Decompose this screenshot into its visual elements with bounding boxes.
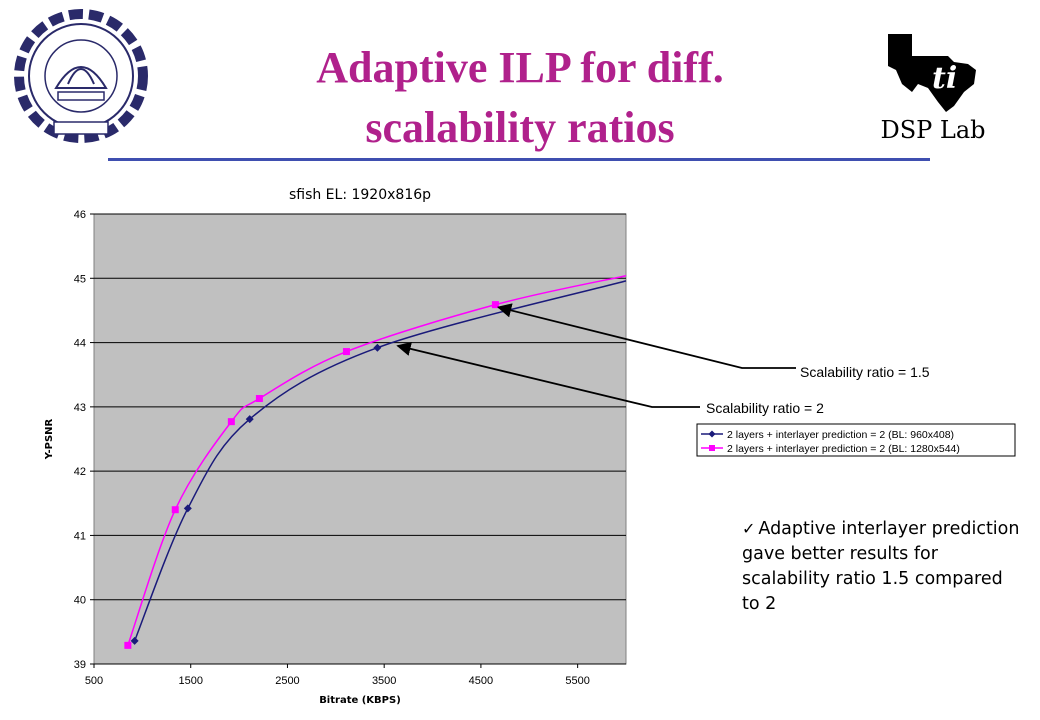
y-tick-label: 45 — [74, 273, 86, 285]
plot-area — [93, 213, 627, 665]
x-tick-label: 2500 — [275, 675, 299, 687]
x-tick-label: 5500 — [565, 675, 589, 687]
data-point-series-1 — [183, 504, 192, 513]
data-point-series-2 — [171, 506, 179, 514]
data-point-series-2 — [342, 348, 350, 356]
annotation-arrow-2 — [396, 341, 700, 408]
x-tick-label: 4500 — [469, 675, 493, 687]
x-tick-label: 3500 — [372, 675, 396, 687]
bullet-point: ✓ Adaptive interlayer prediction gave bet… — [742, 516, 1022, 617]
checkmark-icon: ✓ — [742, 519, 756, 538]
y-tick-label: 44 — [74, 338, 86, 350]
title-underline — [108, 158, 930, 161]
chart-title: sfish EL: 1920x816p — [289, 187, 431, 203]
title-line-2: scalability ratios — [365, 103, 675, 152]
data-point-series-1 — [130, 636, 139, 645]
data-point-series-1 — [245, 415, 254, 424]
legend-box — [696, 423, 1016, 457]
data-point-series-2 — [255, 395, 263, 402]
x-tick-label: 1500 — [178, 675, 202, 687]
y-tick-label: 41 — [74, 530, 86, 542]
annotation-label-1: Scalability ratio = 1.5 — [800, 364, 930, 380]
x-tick-label: 500 — [85, 675, 103, 687]
y-tick-label: 42 — [74, 466, 86, 478]
dsp-lab-label: DSP Lab — [880, 116, 986, 144]
y-tick-label: 46 — [74, 209, 86, 221]
x-axis-label: Bitrate (KBPS) — [319, 695, 401, 706]
data-point-series-2 — [124, 641, 132, 649]
institute-logo — [14, 9, 148, 143]
legend-marker-1 — [708, 430, 716, 438]
y-axis-label: Y-PSNR — [44, 418, 55, 460]
data-point-series-2 — [491, 301, 499, 309]
bullet-text: Adaptive interlayer prediction gave bett… — [742, 519, 1020, 614]
svg-text:ti: ti — [932, 61, 957, 96]
title-line-1: Adaptive ILP for diff. — [316, 43, 724, 92]
legend-marker-2 — [709, 445, 715, 451]
data-point-series-1 — [373, 343, 382, 352]
slide-title: Adaptive ILP for diff. scalability ratio… — [190, 38, 850, 158]
annotation-arrow-1 — [496, 303, 796, 369]
data-point-series-2 — [227, 418, 235, 426]
y-tick-label: 39 — [74, 659, 86, 671]
annotation-label-2: Scalability ratio = 2 — [706, 400, 824, 416]
ti-logo: ti — [888, 34, 976, 112]
y-tick-label: 43 — [74, 402, 86, 414]
legend-label-2: 2 layers + interlayer prediction = 2 (BL… — [727, 443, 960, 455]
y-tick-label: 40 — [74, 595, 86, 607]
legend-label-1: 2 layers + interlayer prediction = 2 (BL… — [727, 429, 954, 441]
